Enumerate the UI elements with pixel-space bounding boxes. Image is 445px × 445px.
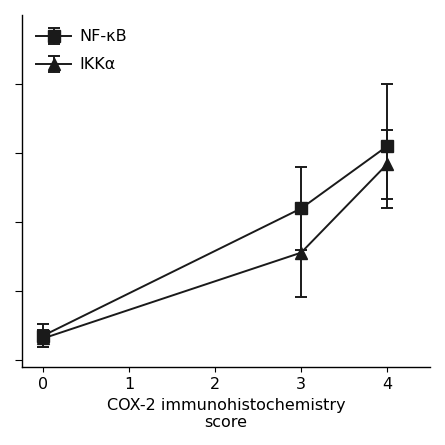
Legend: NF-κB, IKKα: NF-κB, IKKα bbox=[30, 23, 134, 78]
X-axis label: COX-2 immunohistochemistry
score: COX-2 immunohistochemistry score bbox=[107, 397, 345, 430]
